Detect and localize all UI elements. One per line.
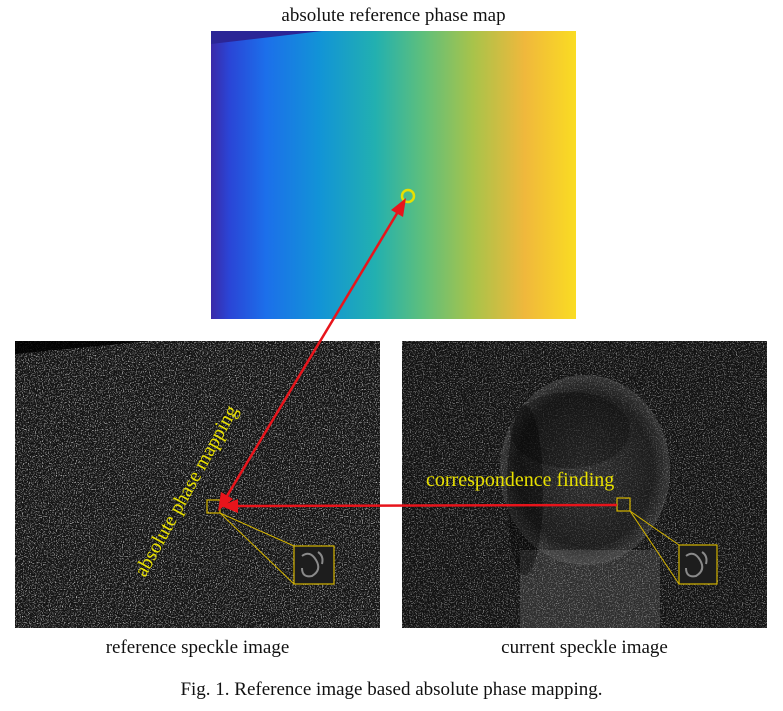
phase-map-image xyxy=(211,31,576,319)
reference-callout-line-bottom xyxy=(219,512,295,585)
phase-point-marker xyxy=(400,188,416,204)
current-patch-box xyxy=(616,497,631,512)
mapping-arrow-head-top xyxy=(391,198,406,217)
phase-map xyxy=(211,31,576,319)
statue-head xyxy=(500,375,670,628)
current-callout-line-bottom xyxy=(629,510,680,585)
correspondence-annotation: correspondence finding xyxy=(426,469,614,491)
reference-image-label: reference speckle image xyxy=(105,637,290,658)
mapping-arrow-head-bottom xyxy=(218,492,233,511)
phase-map-title: absolute reference phase map xyxy=(281,5,506,26)
correspondence-arrow-head xyxy=(221,499,238,513)
reference-patch-zoom xyxy=(293,545,335,585)
figure-caption: Fig. 1. Reference image based absolute p… xyxy=(180,679,603,700)
reference-patch-callout xyxy=(206,499,335,585)
mapping-arrow-line xyxy=(219,209,401,507)
reference-dark-corner xyxy=(15,341,150,354)
mapping-arrow xyxy=(218,198,406,511)
current-patch-callout xyxy=(616,497,718,585)
current-callout-line-top xyxy=(629,510,680,546)
correspondence-arrow-line xyxy=(233,503,618,508)
current-zoom-texture xyxy=(685,551,708,578)
phase-map-corner xyxy=(211,31,322,44)
current-image-label: current speckle image xyxy=(501,637,668,658)
reference-zoom-texture xyxy=(301,551,324,578)
reference-callout-line-top xyxy=(219,512,295,547)
current-patch-zoom xyxy=(678,544,718,585)
correspondence-arrow xyxy=(221,499,618,513)
